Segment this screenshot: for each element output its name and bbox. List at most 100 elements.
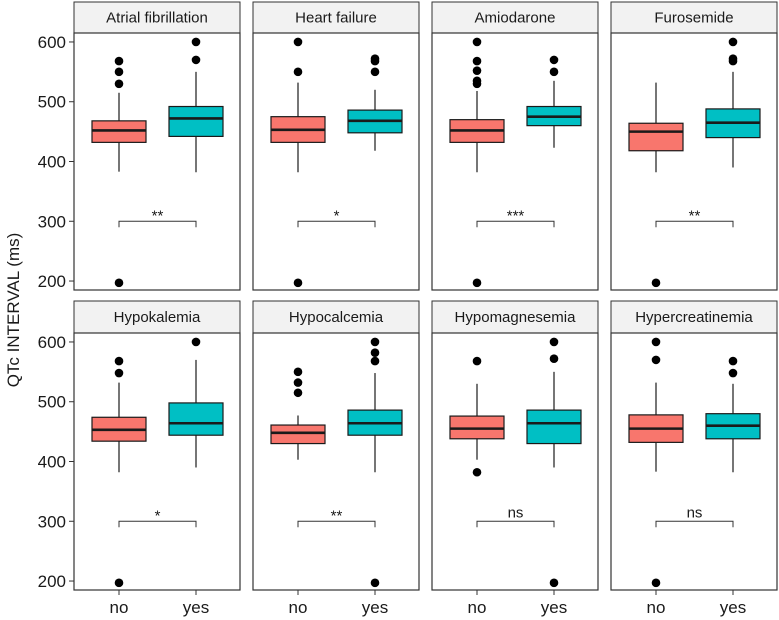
- significance-label: **: [331, 507, 343, 524]
- significance-label: ns: [508, 504, 524, 521]
- panel-plot-area: [431, 332, 599, 591]
- outlier-point: [114, 56, 124, 66]
- panel-strip: [73, 1, 241, 34]
- outlier-point: [191, 37, 201, 47]
- outlier-point: [472, 66, 482, 75]
- outlier-point: [370, 67, 380, 77]
- outlier-point: [114, 368, 124, 378]
- outlier-point: [114, 67, 124, 77]
- outlier-point: [370, 356, 380, 366]
- box-yes: [526, 337, 582, 588]
- box-yes: [347, 54, 403, 151]
- panel-hypercreatinemia: Hypercreatinemia ns no yes: [610, 300, 778, 617]
- panel-atrial-fibrillation: Atrial fibrillation 200 300 400 500 600 **: [38, 1, 241, 291]
- significance-label: *: [155, 507, 161, 524]
- x-tick-label: yes: [541, 598, 567, 617]
- significance-label: ns: [687, 504, 703, 521]
- outlier-point: [114, 578, 124, 588]
- significance-label: **: [152, 207, 164, 224]
- outlier-point: [293, 37, 303, 47]
- box-no: [270, 37, 326, 288]
- panel-title: Heart failure: [295, 10, 377, 27]
- outlier-point: [651, 578, 661, 588]
- outlier-point: [651, 337, 661, 347]
- box-yes: [705, 37, 761, 168]
- panel-plot-area: [252, 332, 420, 591]
- x-tick-label: yes: [362, 598, 388, 617]
- y-tick-label: 300: [38, 512, 66, 531]
- outlier-point: [728, 54, 738, 63]
- box-no: [449, 37, 505, 288]
- y-axis-title: QTc INTERVAL (ms): [4, 233, 23, 388]
- panel-title: Hypokalemia: [114, 309, 201, 326]
- outlier-point: [549, 337, 559, 347]
- y-tick-label: 400: [38, 153, 66, 172]
- outlier-point: [114, 278, 124, 288]
- panel-heart-failure: Heart failure *: [252, 1, 420, 291]
- outlier-point: [293, 67, 303, 77]
- outlier-point: [114, 79, 124, 89]
- outlier-point: [728, 356, 738, 366]
- panel-plot-area: [431, 32, 599, 291]
- box-no: [91, 56, 147, 288]
- outlier-point: [651, 355, 661, 365]
- panel-title: Hypocalcemia: [289, 309, 384, 326]
- significance-label: *: [334, 207, 340, 224]
- y-tick-label: 400: [38, 453, 66, 472]
- panel-hypomagnesemia: Hypomagnesemia ns no yes: [431, 300, 599, 617]
- panel-strip: [610, 1, 778, 34]
- x-tick-label: yes: [183, 598, 209, 617]
- panel-hypokalemia: Hypokalemia 200 300 400 500 600 * no yes: [38, 300, 241, 617]
- significance-bracket: [118, 220, 197, 228]
- box-yes: [168, 37, 224, 173]
- box-no: [270, 367, 326, 460]
- facet-panels: Atrial fibrillation200300400500600**Hear…: [38, 1, 778, 617]
- box-iqr: [168, 105, 224, 137]
- outlier-point: [293, 378, 303, 387]
- significance-bracket: [655, 220, 734, 228]
- panel-title: Hypercreatinemia: [635, 309, 753, 326]
- y-tick-label: 500: [38, 93, 66, 112]
- outlier-point: [651, 278, 661, 288]
- outlier-point: [728, 368, 738, 378]
- outlier-point: [293, 278, 303, 288]
- panel-furosemide: Furosemide **: [610, 1, 778, 291]
- panel-plot-area: [73, 32, 241, 291]
- significance-bracket: [476, 520, 555, 528]
- significance-label: **: [689, 207, 701, 224]
- x-tick-label: no: [289, 598, 308, 617]
- box-yes: [168, 337, 224, 468]
- y-tick-label: 200: [38, 572, 66, 591]
- panel-plot-area: [252, 32, 420, 291]
- box-yes: [526, 55, 582, 148]
- y-tick-label: 600: [38, 333, 66, 352]
- outlier-point: [370, 337, 380, 347]
- y-tick-label: 500: [38, 393, 66, 412]
- box-iqr: [168, 402, 224, 436]
- y-tick-label: 300: [38, 212, 66, 231]
- outlier-point: [293, 388, 303, 398]
- box-yes: [347, 337, 403, 588]
- outlier-point: [549, 578, 559, 588]
- outlier-point: [549, 354, 559, 364]
- outlier-point: [472, 467, 482, 477]
- panel-strip: [252, 300, 420, 334]
- panel-strip: [431, 300, 599, 334]
- outlier-point: [191, 337, 201, 347]
- outlier-point: [370, 348, 380, 358]
- box-yes: [705, 356, 761, 473]
- outlier-point: [472, 356, 482, 366]
- panel-strip: [610, 300, 778, 334]
- panel-title: Atrial fibrillation: [106, 10, 208, 27]
- outlier-point: [114, 356, 124, 366]
- x-tick-label: no: [110, 598, 129, 617]
- panel-title: Furosemide: [654, 10, 733, 27]
- outlier-point: [549, 67, 559, 77]
- box-iqr: [628, 122, 684, 152]
- significance-bracket: [297, 220, 376, 228]
- outlier-point: [728, 37, 738, 47]
- outlier-point: [472, 37, 482, 47]
- panel-plot-area: [610, 32, 778, 291]
- significance-bracket: [297, 520, 376, 528]
